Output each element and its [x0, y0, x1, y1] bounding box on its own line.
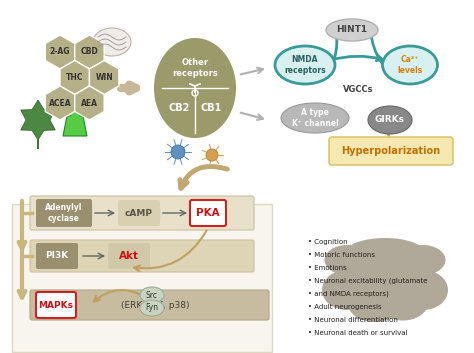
Text: MAPKs: MAPKs [38, 300, 73, 310]
Text: HINT1: HINT1 [337, 25, 367, 35]
Ellipse shape [378, 286, 428, 321]
Text: • Neuronal differentiation: • Neuronal differentiation [308, 317, 398, 323]
FancyBboxPatch shape [30, 240, 254, 272]
Text: PI3K: PI3K [46, 251, 69, 261]
Polygon shape [63, 110, 87, 136]
Text: cAMP: cAMP [125, 209, 153, 217]
FancyBboxPatch shape [36, 243, 78, 269]
Circle shape [171, 145, 185, 159]
FancyBboxPatch shape [190, 200, 226, 226]
Polygon shape [75, 86, 104, 120]
Text: CB2: CB2 [168, 103, 190, 113]
Text: Ca²⁺
levels: Ca²⁺ levels [397, 55, 423, 75]
Polygon shape [46, 86, 75, 120]
Text: Adenylyl
cyclase: Adenylyl cyclase [46, 203, 82, 223]
Ellipse shape [335, 240, 435, 310]
Polygon shape [90, 60, 119, 95]
Text: NMDA
receptors: NMDA receptors [284, 55, 326, 75]
Circle shape [206, 149, 218, 161]
Ellipse shape [140, 300, 164, 316]
Text: Src: Src [146, 291, 158, 299]
Text: • Neuronal excitability (glutamate: • Neuronal excitability (glutamate [308, 278, 428, 284]
FancyBboxPatch shape [30, 290, 269, 320]
Ellipse shape [93, 28, 131, 56]
Polygon shape [21, 100, 55, 140]
Polygon shape [46, 35, 75, 69]
Text: WIN: WIN [95, 73, 113, 82]
FancyBboxPatch shape [329, 137, 453, 165]
Text: • Motoric functions: • Motoric functions [308, 252, 375, 258]
Text: • Adult neurogenesis: • Adult neurogenesis [308, 304, 382, 310]
FancyBboxPatch shape [108, 243, 150, 269]
Text: VGCCs: VGCCs [343, 85, 373, 95]
Ellipse shape [345, 238, 425, 268]
Text: CB1: CB1 [201, 103, 222, 113]
Ellipse shape [383, 46, 438, 84]
FancyBboxPatch shape [30, 196, 254, 230]
Text: • Cognition: • Cognition [308, 239, 347, 245]
FancyBboxPatch shape [118, 200, 160, 226]
Text: • and NMDA receptors): • and NMDA receptors) [308, 291, 389, 297]
Polygon shape [60, 60, 90, 95]
Ellipse shape [281, 103, 349, 133]
Text: • Neuronal death or survival: • Neuronal death or survival [308, 330, 408, 336]
Text: • Emotions: • Emotions [308, 265, 347, 271]
Ellipse shape [275, 46, 335, 84]
Text: CBD: CBD [81, 48, 98, 56]
Text: Akt: Akt [119, 251, 139, 261]
Ellipse shape [368, 106, 412, 134]
Ellipse shape [140, 287, 164, 303]
Text: ACEA: ACEA [49, 98, 71, 108]
Text: 2-AG: 2-AG [50, 48, 70, 56]
Polygon shape [75, 35, 104, 69]
Ellipse shape [398, 270, 448, 310]
Ellipse shape [326, 19, 378, 41]
Text: AEA: AEA [81, 98, 98, 108]
Text: A type
K⁺ channel: A type K⁺ channel [292, 108, 338, 128]
Text: Fyn: Fyn [146, 304, 158, 312]
Text: PKA: PKA [196, 208, 220, 218]
Text: (ERK, JNK, p38): (ERK, JNK, p38) [121, 300, 189, 310]
Ellipse shape [322, 270, 372, 310]
Text: Other
receptors: Other receptors [172, 58, 218, 78]
Ellipse shape [325, 245, 370, 275]
Ellipse shape [347, 284, 402, 322]
Ellipse shape [401, 245, 446, 275]
Ellipse shape [154, 38, 236, 138]
Text: GIRKs: GIRKs [375, 115, 405, 125]
Text: Hyperpolarization: Hyperpolarization [341, 146, 440, 156]
FancyBboxPatch shape [36, 199, 92, 227]
FancyBboxPatch shape [36, 292, 76, 318]
Text: THC: THC [66, 73, 83, 82]
FancyBboxPatch shape [12, 204, 272, 352]
